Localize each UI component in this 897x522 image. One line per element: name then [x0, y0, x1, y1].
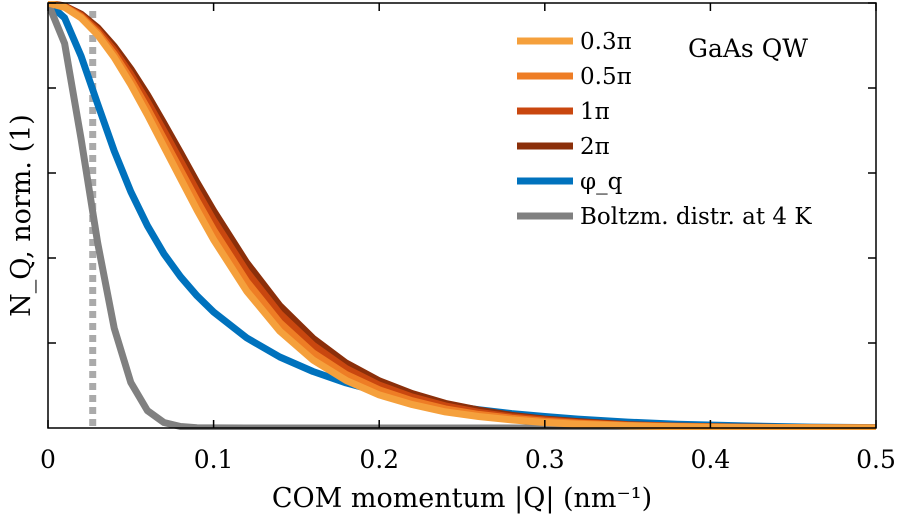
x-tick-label: 0.5: [856, 445, 896, 474]
x-tick-label: 0.2: [359, 445, 399, 474]
axes-box: [47, 2, 877, 429]
series-line-1: [48, 1, 876, 430]
legend-label-1: 0.3π: [580, 29, 632, 55]
legend-label-2: 0.5π: [580, 64, 632, 90]
axes: 0 0.1 0.2 0.3 0.4 0.5 COM momentum |Q| (nm⁻¹) N…: [6, 2, 896, 514]
legend-label-6: Boltzm. distr. at 4 K: [580, 204, 812, 230]
x-tick-label: 0.3: [525, 445, 565, 474]
x-tick-label: 0: [40, 445, 56, 474]
legend: 0.3π 0.5π 1π 2π φ_q Boltzm. distr. at 4 K: [517, 29, 812, 230]
x-tick-label: 0.4: [691, 445, 731, 474]
legend-label-3: 1π: [580, 99, 610, 125]
chart-annotation: GaAs QW: [688, 34, 808, 63]
legend-label-5: φ_q: [580, 169, 623, 195]
legend-label-4: 2π: [580, 134, 610, 160]
x-axis-label: COM momentum |Q| (nm⁻¹): [272, 483, 652, 514]
y-axis-label: N_Q, norm. (1): [6, 114, 37, 317]
x-tick-label: 0.1: [194, 445, 234, 474]
